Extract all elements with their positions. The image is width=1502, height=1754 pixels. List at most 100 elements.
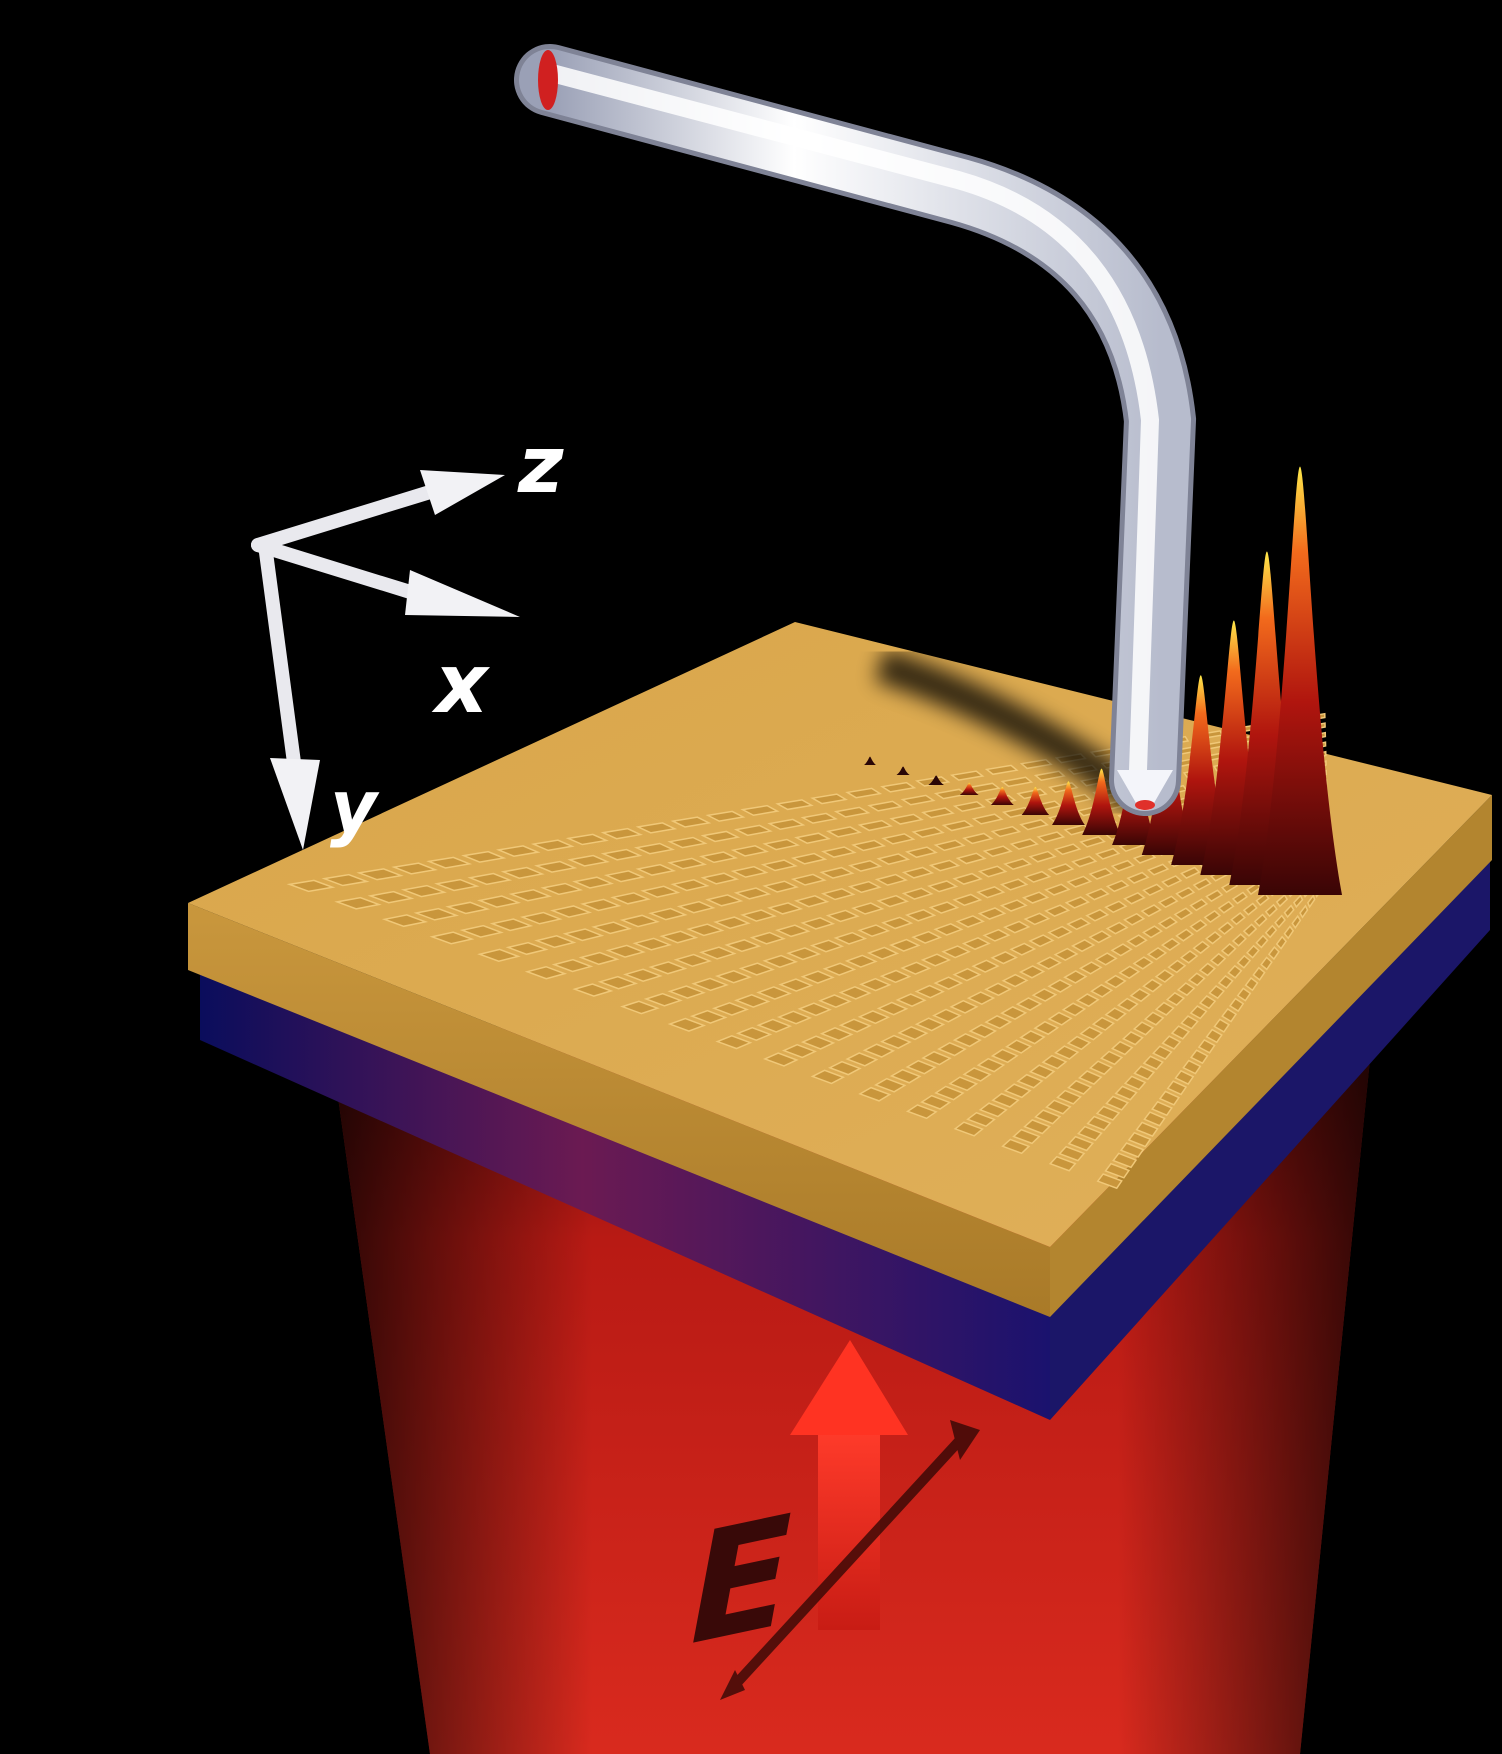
slot [933,976,964,990]
slot [1175,928,1195,942]
slot [605,944,646,958]
slot [426,856,473,869]
slot [1217,900,1235,914]
slot [1033,1020,1060,1036]
slot [900,794,936,806]
slot [1189,919,1208,933]
slot [1121,1031,1144,1046]
slot [859,977,892,992]
slot [1003,858,1033,871]
slot [833,806,871,818]
slot [1208,984,1225,1000]
slot [1079,835,1106,848]
slot [1044,883,1071,896]
field-intensity-peaks [864,466,1342,895]
slot [990,951,1018,965]
slot [1236,987,1252,1002]
slot [1192,878,1212,891]
slot [673,953,712,968]
slot [700,830,741,843]
slot [1110,859,1135,872]
slot [911,930,943,944]
slot [534,935,577,949]
slot [1255,892,1270,907]
slot [827,1060,862,1076]
slot [1140,904,1162,917]
slot [794,832,831,844]
slot [700,872,740,885]
slot [971,813,1004,825]
slot [1203,909,1222,924]
slot [762,954,799,968]
slot [567,854,610,867]
slot [952,893,983,907]
slot [477,948,521,962]
slot [381,914,429,928]
slot [1009,942,1037,956]
slot [620,1000,660,1015]
slot [530,839,575,852]
slot [445,901,491,915]
slot [1126,871,1150,884]
slot [1063,970,1088,984]
slot [775,799,814,811]
slot [733,824,773,837]
slot [874,873,908,886]
slot [767,818,806,831]
slot [286,879,336,893]
slot [1187,972,1206,987]
slot [1158,1090,1181,1106]
slot [1179,950,1199,964]
field-peak [864,756,876,765]
slot [809,939,845,953]
slot [781,1043,817,1059]
slot [1157,895,1179,909]
slot [1116,997,1139,1012]
slot [1104,1162,1131,1179]
slot [1217,921,1234,935]
slot [1028,850,1057,863]
slot [1252,966,1266,981]
slot [1123,912,1146,926]
slot [900,961,932,975]
slot [1189,1005,1208,1020]
slot [800,812,838,824]
slot [1157,916,1178,930]
slot [1154,969,1175,983]
slot [711,1001,749,1016]
slot [1231,891,1249,905]
slot [476,895,522,908]
slot [1264,924,1278,939]
slot [1001,973,1029,988]
slot [400,884,447,898]
field-peak [990,786,1014,805]
slot [640,885,681,898]
slot [1213,1018,1230,1033]
slot [1242,923,1258,937]
slot [1231,933,1247,947]
slot [1275,935,1288,950]
slot [1197,1038,1216,1054]
slot [635,822,678,834]
slot [1048,1155,1077,1172]
slot [1306,893,1316,909]
slot [1088,930,1112,944]
slot [971,959,1000,973]
slot [876,894,910,908]
slot [667,836,708,849]
slot [810,1069,846,1085]
slot [921,1050,952,1066]
slot [1283,904,1295,919]
slot [1047,863,1075,876]
slot [1174,1069,1195,1085]
slot [857,924,891,938]
slot [1033,770,1066,782]
slot [867,800,904,812]
slot [928,901,960,914]
slot [1189,898,1209,912]
slot [1078,1070,1103,1085]
slot [489,918,534,932]
x-axis-label: x [431,637,491,732]
slot [933,922,964,936]
